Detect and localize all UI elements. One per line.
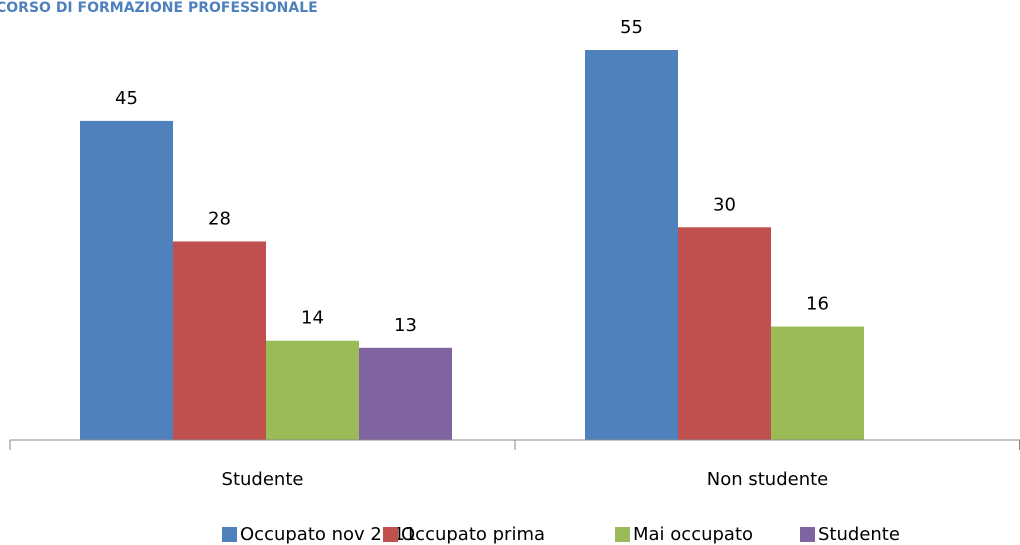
data-label: 13 xyxy=(394,315,417,336)
x-tick-label: Studente xyxy=(222,469,304,490)
data-label: 45 xyxy=(115,88,138,109)
legend-swatch xyxy=(800,527,815,542)
legend-label: Occupato prima xyxy=(401,524,545,545)
bar xyxy=(80,120,173,440)
legend-swatch xyxy=(615,527,630,542)
bar xyxy=(585,50,678,440)
bar xyxy=(266,340,359,440)
bar xyxy=(359,347,452,440)
legend-label: Mai occupato xyxy=(633,524,753,545)
legend-swatch xyxy=(383,527,398,542)
legend-swatch xyxy=(222,527,237,542)
bar xyxy=(173,241,266,440)
data-label: 16 xyxy=(806,294,829,315)
bar xyxy=(771,326,864,440)
bar xyxy=(678,227,771,440)
legend-label: Occupato nov 2011 xyxy=(240,524,416,545)
data-label: 30 xyxy=(713,194,736,215)
data-label: 28 xyxy=(208,208,231,229)
data-label: 14 xyxy=(301,308,324,329)
x-tick-label: Non studente xyxy=(707,469,829,490)
chart-title: CORSO DI FORMAZIONE PROFESSIONALE xyxy=(0,0,318,16)
data-label: 55 xyxy=(620,17,643,38)
legend-label: Studente xyxy=(818,524,900,545)
